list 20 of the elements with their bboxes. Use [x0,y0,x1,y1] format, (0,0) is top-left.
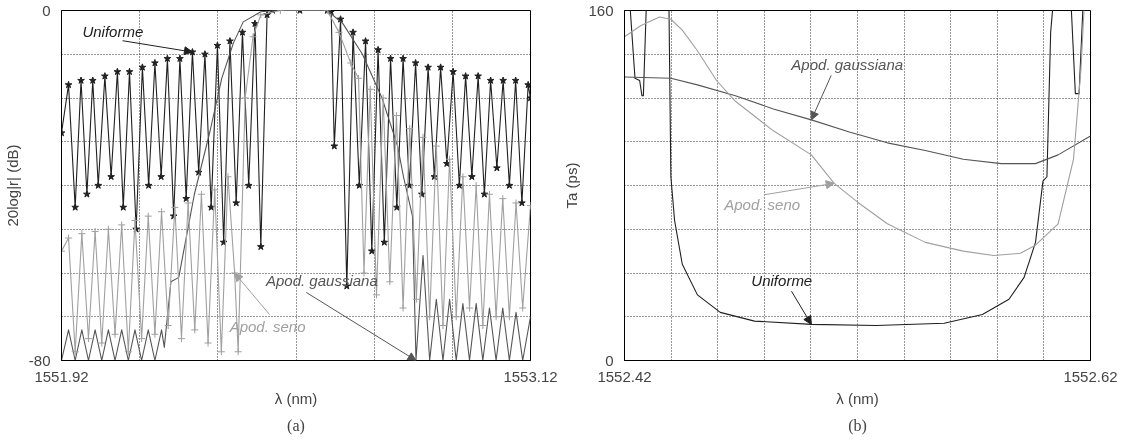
annotation: Apod. gaussiana [790,55,904,73]
x-tick-label: 1552.42 [597,367,652,385]
x-axis-title: λ (nm) [836,389,879,407]
text: (b) [848,416,867,435]
annotation: Uniforme [751,272,813,290]
y-tick-label: 0 [42,1,51,19]
y-tick-label: -80 [28,351,51,369]
y-axis-title: 20log|r| (dB) [3,144,21,227]
y-tick-label: 0 [605,351,614,369]
x-tick-label: 1553.12 [503,367,558,385]
x-tick-label: 1551.92 [34,367,89,385]
x-tick-label: 1552.62 [1063,367,1118,385]
line-series [624,76,1091,165]
annotation: Uniforme [82,23,144,41]
line-series [624,10,1085,257]
x-axis-title: λ (nm) [274,389,318,407]
y-axis-title: Ta (ps) [563,162,581,209]
text: (a) [287,416,305,435]
y-tick-label: 160 [588,1,614,19]
annotation: Apod. seno [723,196,801,214]
